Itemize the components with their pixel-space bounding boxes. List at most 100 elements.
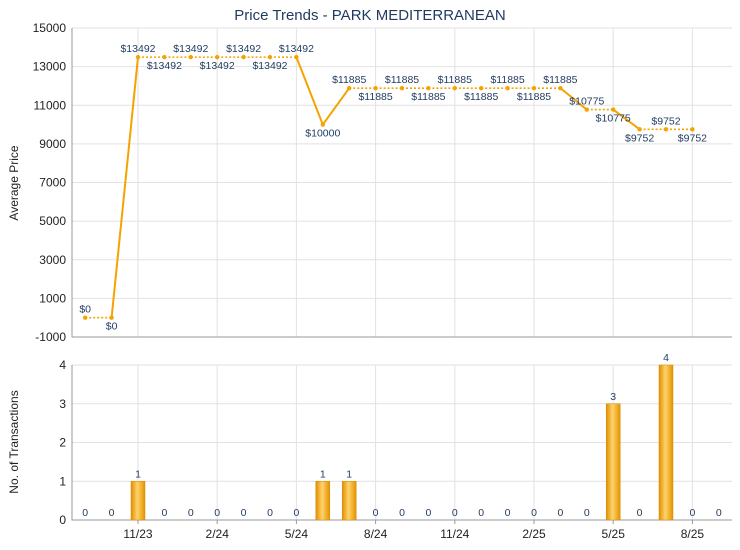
price-point (135, 54, 141, 60)
price-value-label: $11885 (517, 91, 551, 103)
price-value-label: $11885 (385, 74, 419, 86)
price-line-segment (321, 87, 351, 126)
price-y-tick-label: 15000 (33, 21, 67, 35)
price-line (83, 54, 695, 320)
price-value-label: $11885 (543, 74, 577, 86)
price-point (452, 85, 457, 91)
price-point (584, 107, 589, 112)
bar-value-label: 0 (637, 507, 643, 519)
price-point (267, 54, 273, 60)
price-value-label: $13492 (226, 43, 261, 55)
bar-value-label: 3 (610, 391, 616, 403)
chart-title: Price Trends - PARK MEDITERRANEAN (234, 7, 505, 24)
price-value-label: $10775 (569, 96, 604, 108)
price-axes: -1000 1000 3000 5000 7000 9000 11000 13000 15000 (33, 21, 732, 344)
x-tick-label: 5/25 (602, 527, 626, 541)
transactions-axis-lines (71, 365, 732, 521)
price-y-tick-label: 9000 (39, 137, 66, 151)
transaction-bar (341, 481, 357, 521)
price-y-tick-label: 3000 (39, 253, 66, 267)
price-value-label: $0 (79, 304, 91, 316)
bar-value-label: 0 (373, 507, 379, 519)
transactions-y-tick-label: 0 (59, 513, 66, 527)
bar-value-label: 0 (293, 507, 299, 519)
price-line-segment (295, 56, 324, 125)
price-value-label: $13492 (120, 43, 155, 55)
price-y-tick-label: 5000 (39, 214, 66, 228)
price-value-label: $9752 (651, 115, 680, 127)
price-point (505, 85, 510, 91)
data-labels: 0 0 1 0 0 0 0 0 0 1 1 0 0 0 0 0 0 0 0 0 3 0 4 0 0 $0 $0 $13492 $1349… (79, 43, 722, 519)
price-value-label: $13492 (252, 60, 287, 72)
bar-value-label: 1 (346, 468, 352, 480)
price-point (162, 54, 167, 60)
price-line-segment (559, 87, 588, 111)
price-point (479, 85, 484, 91)
price-value-label: $11885 (411, 91, 445, 103)
bar-value-label: 0 (689, 507, 695, 519)
transactions-axes: 0 1 2 3 4 11/23 2/24 5/24 8/24 11/24 2/25 5/25 8/25 (59, 358, 732, 541)
bar-value-label: 0 (241, 507, 247, 519)
price-point (690, 127, 695, 132)
price-point (611, 107, 616, 112)
bar-value-label: 1 (135, 468, 141, 480)
bar-value-label: 0 (584, 507, 590, 519)
x-tick-label: 2/24 (206, 527, 230, 541)
bar-value-label: 0 (267, 507, 273, 519)
bar-value-label: 0 (161, 507, 167, 519)
price-point (215, 54, 220, 60)
price-point (294, 54, 299, 60)
price-point (83, 315, 88, 320)
price-y-tick-label: 1000 (39, 291, 66, 305)
x-tick-label: 11/23 (123, 527, 152, 541)
transaction-bar (315, 481, 331, 521)
price-value-label: $0 (106, 321, 118, 333)
price-point (373, 85, 378, 91)
price-point (347, 85, 352, 91)
price-value-label: $13492 (279, 43, 314, 55)
bar-value-label: 0 (557, 507, 563, 519)
price-y-tick-label: 11000 (34, 98, 67, 112)
transaction-bars (130, 364, 674, 521)
price-value-label: $11885 (438, 74, 472, 86)
bar-value-label: 1 (320, 468, 326, 480)
price-point (241, 54, 246, 60)
price-value-label: $10000 (305, 128, 340, 140)
transaction-bar (605, 403, 621, 521)
transaction-bar (658, 364, 674, 521)
bar-value-label: 0 (214, 507, 220, 519)
price-value-label: $13492 (147, 60, 182, 72)
price-value-label: $11885 (332, 74, 366, 86)
bar-value-label: 0 (531, 507, 537, 519)
price-grid (72, 27, 732, 338)
price-value-label: $11885 (464, 91, 498, 103)
price-value-label: $10775 (596, 113, 631, 125)
price-value-label: $9752 (625, 132, 654, 144)
price-point (558, 85, 563, 91)
bar-value-label: 0 (82, 507, 88, 519)
price-y-tick-label: 7000 (39, 176, 66, 190)
price-point (663, 127, 669, 132)
bar-value-label: 0 (425, 507, 431, 519)
price-value-label: $13492 (200, 60, 235, 72)
bar-value-label: 0 (505, 507, 511, 519)
price-point (399, 85, 405, 91)
bar-value-label: 0 (399, 507, 405, 519)
x-tick-label: 2/25 (522, 527, 546, 541)
transactions-y-tick-label: 4 (59, 358, 66, 372)
x-tick-label: 8/25 (681, 527, 705, 541)
bar-value-label: 4 (663, 352, 669, 364)
price-line-segment (110, 57, 139, 318)
price-point (188, 54, 193, 60)
bar-value-label: 0 (109, 507, 115, 519)
transactions-y-axis-label: No. of Transactions (7, 390, 21, 493)
price-value-label: $11885 (490, 74, 524, 86)
transactions-y-tick-label: 2 (59, 436, 66, 450)
price-y-tick-label: 13000 (33, 60, 67, 74)
x-tick-label: 5/24 (285, 527, 309, 541)
price-point (637, 127, 642, 132)
transactions-grid (72, 364, 732, 521)
bar-value-label: 0 (188, 507, 194, 519)
price-point (426, 85, 431, 91)
